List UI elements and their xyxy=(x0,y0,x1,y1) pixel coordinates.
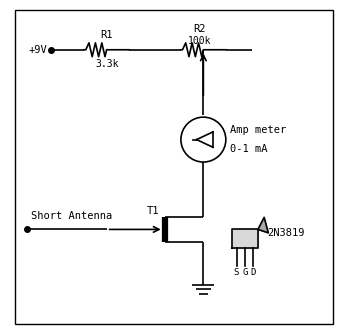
Text: 2N3819: 2N3819 xyxy=(267,228,305,238)
Text: S: S xyxy=(234,268,239,277)
Text: 100k: 100k xyxy=(188,36,212,46)
Polygon shape xyxy=(232,229,258,249)
Text: R2: R2 xyxy=(194,24,206,34)
Text: G: G xyxy=(242,268,247,277)
Text: Amp meter: Amp meter xyxy=(230,125,286,135)
Text: +9V: +9V xyxy=(29,45,47,55)
Text: D: D xyxy=(251,268,256,277)
Text: T1: T1 xyxy=(147,206,159,215)
Text: 3.3k: 3.3k xyxy=(95,60,118,70)
Text: 0-1 mA: 0-1 mA xyxy=(230,144,268,154)
Text: R1: R1 xyxy=(100,30,113,40)
Polygon shape xyxy=(258,217,268,233)
Text: Short Antenna: Short Antenna xyxy=(31,211,112,221)
